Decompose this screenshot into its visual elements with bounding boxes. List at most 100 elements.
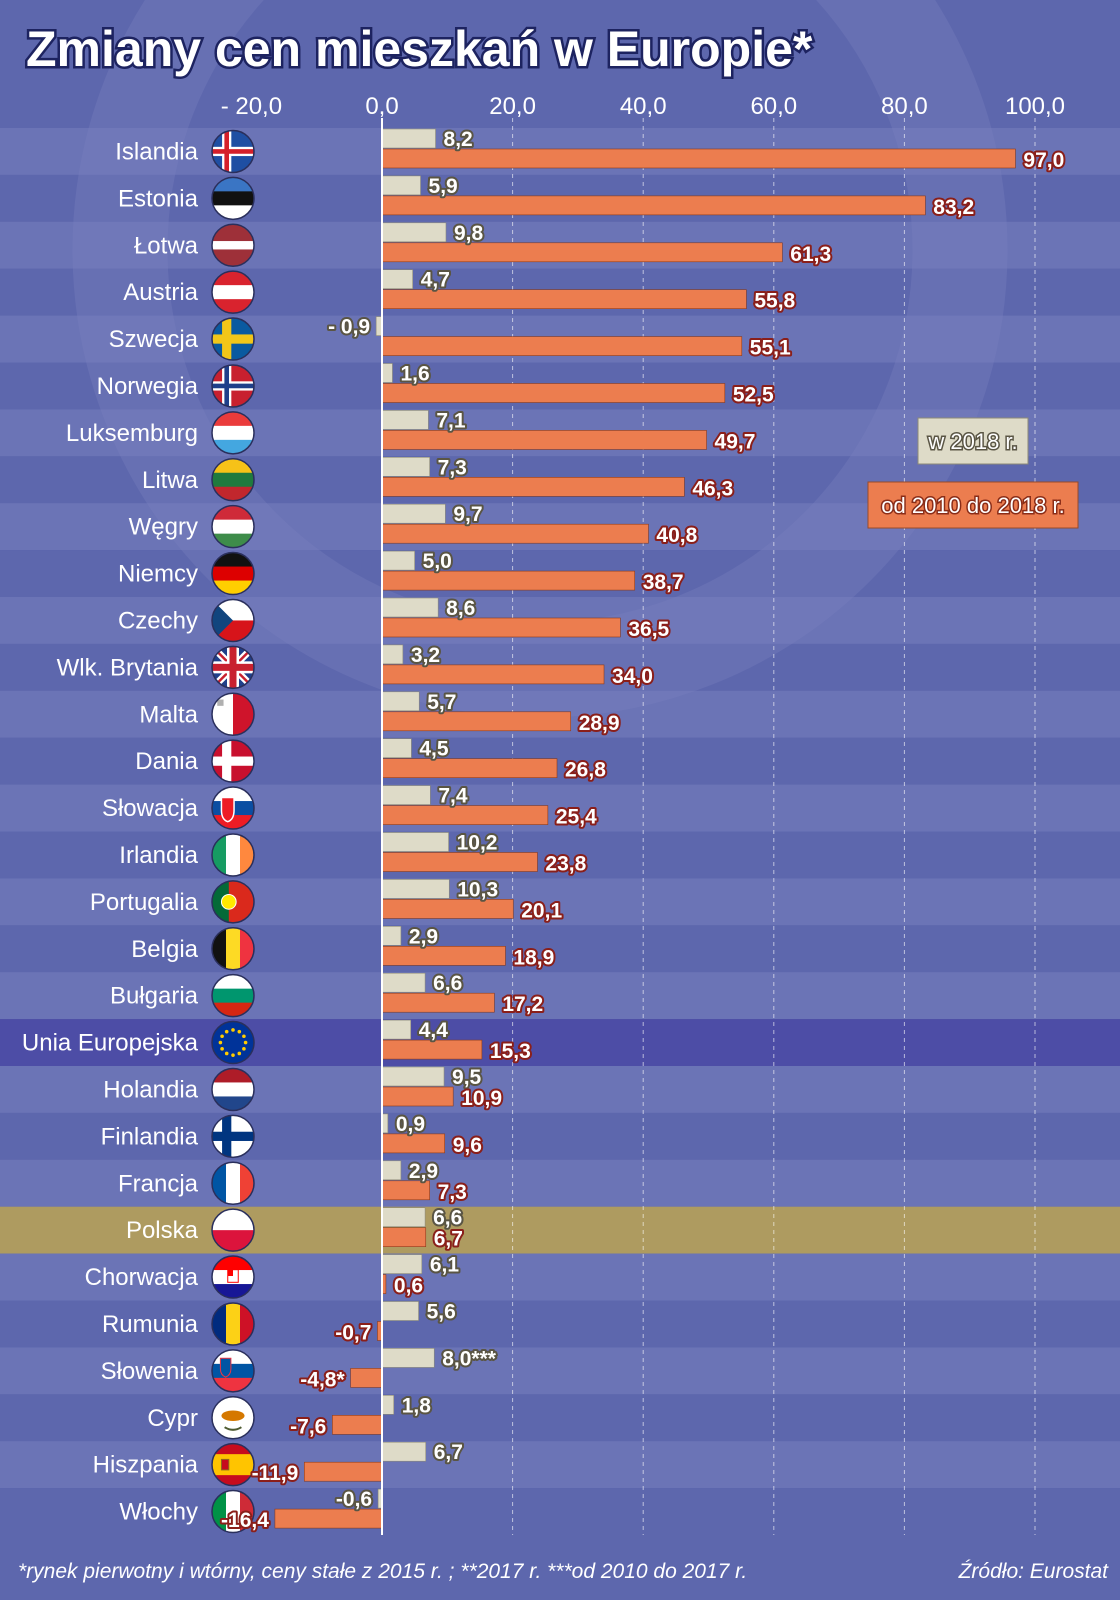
row-stripe xyxy=(0,1159,1120,1207)
bar-2018 xyxy=(381,832,449,852)
flag-outline xyxy=(211,1161,255,1205)
flag-outline xyxy=(211,1442,255,1487)
poland-flag xyxy=(211,1208,255,1252)
flag-outline xyxy=(211,270,255,314)
bar-2010-2018 xyxy=(381,383,726,403)
x-tick-label: 60,0 xyxy=(750,93,797,120)
value-label: 25,4 xyxy=(556,806,597,829)
legend-swatch-2018 xyxy=(917,417,1029,465)
row-stripe xyxy=(0,1019,1120,1066)
bar-2018 xyxy=(381,1254,423,1274)
value-label: 2,9 xyxy=(409,925,438,948)
flag-outline xyxy=(211,317,255,361)
row-stripe xyxy=(0,1112,1120,1160)
country-label: Norwegia xyxy=(97,373,199,400)
flag-outline xyxy=(211,364,255,408)
value-label: 52,5 xyxy=(733,384,774,407)
norway-flag xyxy=(211,364,255,408)
value-label: 6,7 xyxy=(434,1441,463,1464)
country-label: Czechy xyxy=(118,607,198,634)
country-label: Rumunia xyxy=(102,1311,199,1338)
bar-2018 xyxy=(381,1301,419,1321)
value-label: 0,6 xyxy=(394,1275,423,1298)
country-label: Słowenia xyxy=(101,1358,199,1385)
flag-outline xyxy=(211,1349,255,1393)
flag-outline xyxy=(211,551,255,596)
value-label: 5,9 xyxy=(429,175,458,198)
country-label: Chorwacja xyxy=(85,1264,199,1291)
country-label: Litwa xyxy=(142,467,199,494)
row-stripe xyxy=(0,831,1120,879)
flag-outline xyxy=(211,129,255,174)
denmark-flag xyxy=(211,739,255,783)
value-label: 7,3 xyxy=(438,1181,467,1204)
spain-flag xyxy=(211,1442,255,1487)
flag-outline xyxy=(211,1255,255,1299)
country-label: Finlandia xyxy=(101,1123,199,1150)
france-flag xyxy=(211,1161,255,1205)
bar-2010-2018 xyxy=(381,1227,427,1247)
bars xyxy=(274,128,1016,1529)
bar-2010-2018 xyxy=(381,852,538,872)
value-label: 55,1 xyxy=(750,337,791,360)
bulgaria-flag xyxy=(211,973,255,1018)
legend-item-2010-2018: od 2010 do 2018 r. xyxy=(867,481,1079,529)
flag-outline xyxy=(211,1396,255,1440)
belgium-flag xyxy=(211,927,255,971)
country-label: Portugalia xyxy=(90,889,199,916)
value-label: 10,3 xyxy=(457,878,498,901)
bar-2018 xyxy=(381,269,413,290)
value-label: 34,0 xyxy=(612,665,653,688)
value-label: 97,0 xyxy=(1023,149,1064,172)
value-label: 6,1 xyxy=(430,1254,460,1277)
value-label: 55,8 xyxy=(754,290,795,313)
bar-2018 xyxy=(381,1348,435,1368)
value-label: 15,3 xyxy=(490,1040,531,1063)
value-label: 4,5 xyxy=(419,738,449,761)
iceland-flag xyxy=(211,129,255,174)
country-label: Hiszpania xyxy=(93,1452,199,1479)
x-tick-label: - 20,0 xyxy=(221,93,282,120)
legend-label-2018: w 2018 r. xyxy=(927,429,1017,454)
value-label: 2,9 xyxy=(409,1160,438,1183)
flag-outline xyxy=(211,927,255,971)
legend-item-2018: w 2018 r. xyxy=(917,417,1029,465)
bar-2010-2018 xyxy=(381,992,495,1013)
country-label: Polska xyxy=(126,1217,199,1244)
value-label: 7,3 xyxy=(438,456,467,479)
x-axis-ticks: - 20,0 0,0 20,0 40,0 60,0 80,0 100,0 xyxy=(221,93,1065,120)
ireland-flag xyxy=(211,833,255,877)
row-stripe xyxy=(0,1394,1120,1442)
bar-2018 xyxy=(381,1207,426,1227)
country-label: Dania xyxy=(135,748,198,775)
value-label: 10,9 xyxy=(461,1087,502,1110)
flag-outline xyxy=(211,598,255,643)
bar-2010-2018 xyxy=(381,899,514,919)
bar-2018 xyxy=(381,410,429,430)
bar-2018 xyxy=(381,644,404,665)
flag-outline xyxy=(211,1302,255,1346)
value-label: 23,8 xyxy=(545,853,586,876)
bar-2018 xyxy=(381,1160,402,1181)
flag-outline xyxy=(211,176,255,221)
flag-outline xyxy=(211,973,255,1018)
country-label: Słowacja xyxy=(102,795,199,822)
value-label: 5,7 xyxy=(427,691,456,714)
bar-2010-2018 xyxy=(381,664,605,685)
bar-2010-2018 xyxy=(381,1180,430,1201)
flag-outline xyxy=(211,692,255,736)
value-label: 38,7 xyxy=(643,571,684,594)
flag-outline xyxy=(211,833,255,877)
row-stripe xyxy=(0,1347,1120,1395)
value-label: 9,7 xyxy=(453,503,482,526)
croatia-flag xyxy=(211,1255,255,1299)
row-stripe xyxy=(0,784,1120,832)
value-label: 26,8 xyxy=(565,759,606,782)
value-label: 1,6 xyxy=(400,363,429,386)
value-label: 9,6 xyxy=(453,1134,482,1157)
bar-2010-2018 xyxy=(381,430,707,450)
value-label: -0,7 xyxy=(335,1322,371,1345)
bar-2018 xyxy=(381,456,430,477)
bar-2010-2018 xyxy=(381,1086,454,1107)
country-label: Włochy xyxy=(119,1499,198,1526)
